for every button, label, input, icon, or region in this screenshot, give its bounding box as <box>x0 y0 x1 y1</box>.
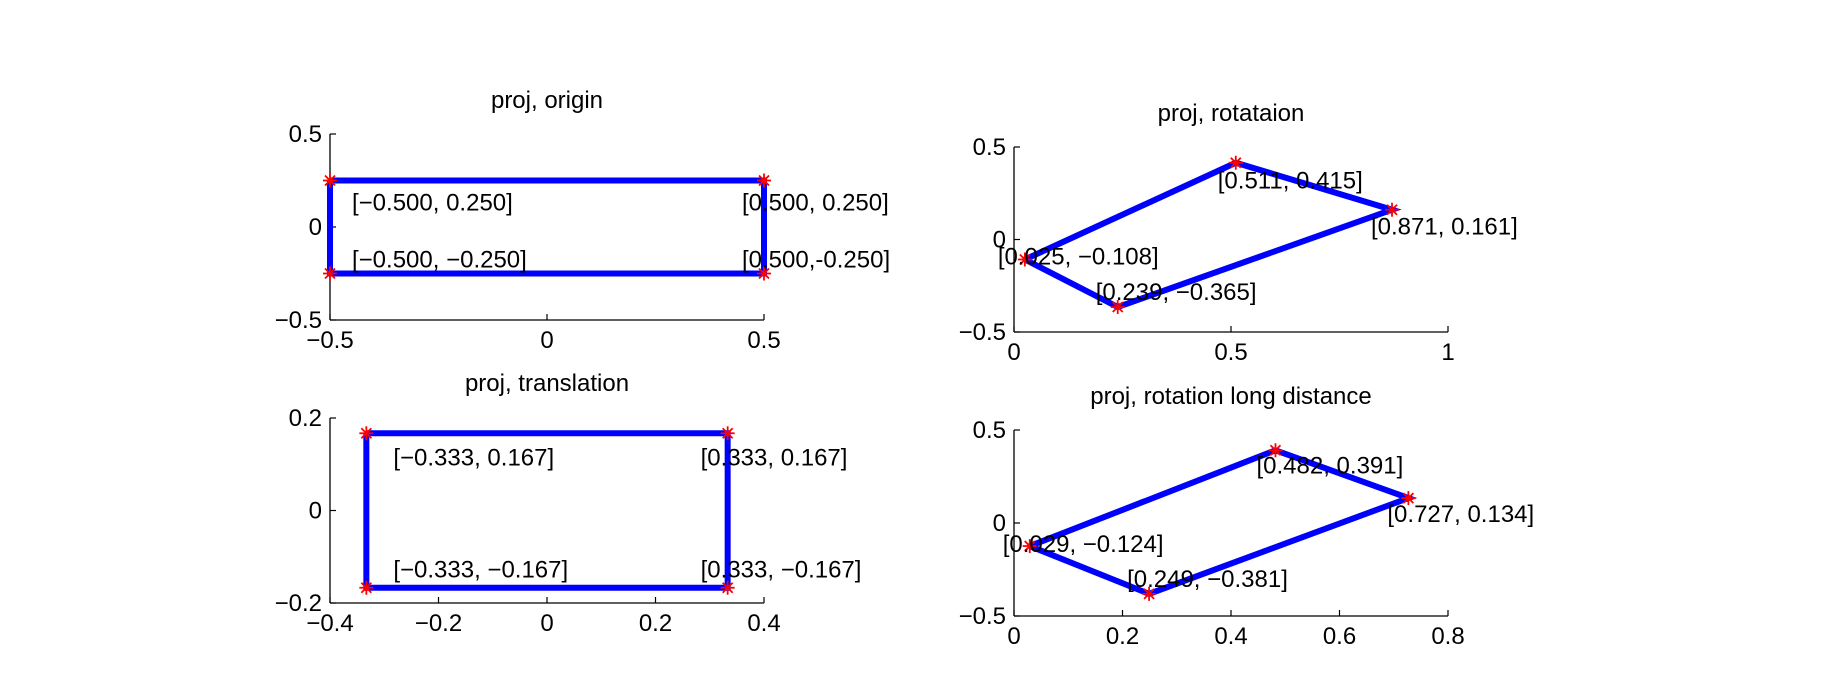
vertex-label: [−0.333, −0.167] <box>393 557 568 584</box>
vertex-label: [−0.333, 0.167] <box>393 444 554 471</box>
vertex-marker <box>1142 586 1157 601</box>
vertex-label: [−0.500, −0.250] <box>352 247 527 274</box>
y-tick-label: 0 <box>993 510 1006 537</box>
x-tick-label: 0 <box>1007 623 1020 650</box>
vertex-marker <box>720 426 735 441</box>
x-tick-label: 0.5 <box>1214 339 1247 366</box>
vertex-label: [0.500, 0.250] <box>742 190 889 217</box>
chart-title: proj, origin <box>491 87 603 114</box>
y-tick-label: −0.2 <box>275 590 322 617</box>
vertex-label: [0.029, −0.124] <box>1003 531 1164 558</box>
x-tick-label: 0 <box>1007 339 1020 366</box>
chart-title: proj, rotataion <box>1158 100 1305 127</box>
x-tick-label: 1 <box>1441 339 1454 366</box>
vertex-marker <box>359 426 374 441</box>
y-tick-label: 0 <box>309 498 322 525</box>
chart-title: proj, rotation long distance <box>1090 383 1372 410</box>
chart-panel-4: proj, rotation long distance 0 0.2 0.4 0.6 0.… <box>959 383 1535 650</box>
vertex-marker <box>359 580 374 595</box>
x-tick-label: 0.2 <box>1106 623 1139 650</box>
chart-title: proj, translation <box>465 370 629 397</box>
vertex-label: [0.239, −0.365] <box>1096 279 1257 306</box>
vertex-label: [0.482, 0.391] <box>1256 452 1403 479</box>
vertex-label: [0.727, 0.134] <box>1387 501 1534 528</box>
x-tick-label: −0.5 <box>306 327 353 354</box>
vertex-marker <box>1017 252 1032 267</box>
x-tick-label: 0.4 <box>1214 623 1247 650</box>
vertex-marker <box>720 580 735 595</box>
x-tick-label: −0.4 <box>306 610 353 637</box>
vertex-marker <box>323 173 337 188</box>
x-tick-label: 0.8 <box>1431 623 1464 650</box>
vertex-label: [0.249, −0.381] <box>1127 566 1288 593</box>
vertex-label: [−0.500, 0.250] <box>352 190 513 217</box>
y-tick-label: 0.5 <box>973 417 1006 444</box>
vertex-marker <box>323 266 337 281</box>
chart-panel-1: proj, origin −0.5 0 0.5 −0.5 0 0.5 [−0.500, 0.2… <box>275 87 891 354</box>
vertex-marker <box>757 266 771 281</box>
vertex-marker <box>1022 539 1037 554</box>
vertex-label: [0.333, −0.167] <box>701 557 862 584</box>
x-tick-label: 0.4 <box>747 610 780 637</box>
y-tick-label: −0.5 <box>959 319 1006 346</box>
vertex-marker <box>1268 443 1283 458</box>
vertex-label: [0.333, 0.167] <box>701 444 848 471</box>
vertex-marker <box>1110 300 1125 315</box>
vertex-marker <box>757 173 771 188</box>
y-tick-label: 0.2 <box>289 405 322 432</box>
y-tick-label: −0.5 <box>275 307 322 334</box>
vertex-label: [0.025, −0.108] <box>998 243 1159 270</box>
vertex-marker <box>1228 155 1243 170</box>
y-tick-label: 0 <box>309 214 322 241</box>
x-tick-label: −0.2 <box>415 610 462 637</box>
x-tick-label: 0 <box>540 610 553 637</box>
vertex-marker <box>1401 491 1416 506</box>
vertex-label: [0.511, 0.415] <box>1218 168 1363 195</box>
chart-panel-3: proj, translation−0.4 −0.2 0 0.2 0.4−0.200.2… <box>275 370 862 637</box>
x-tick-label: 0.5 <box>747 327 780 354</box>
y-tick-label: 0.5 <box>289 121 322 148</box>
vertex-marker <box>1385 202 1400 217</box>
x-tick-label: 0.2 <box>639 610 672 637</box>
x-tick-label: 0 <box>540 327 553 354</box>
y-tick-label: −0.5 <box>959 603 1006 630</box>
y-tick-label: 0.5 <box>973 134 1006 161</box>
x-tick-label: 0.6 <box>1323 623 1356 650</box>
vertex-label: [0.871, 0.161] <box>1371 214 1518 241</box>
vertex-label: [0.500,-0.250] <box>742 247 890 274</box>
y-tick-label: 0 <box>993 227 1006 254</box>
